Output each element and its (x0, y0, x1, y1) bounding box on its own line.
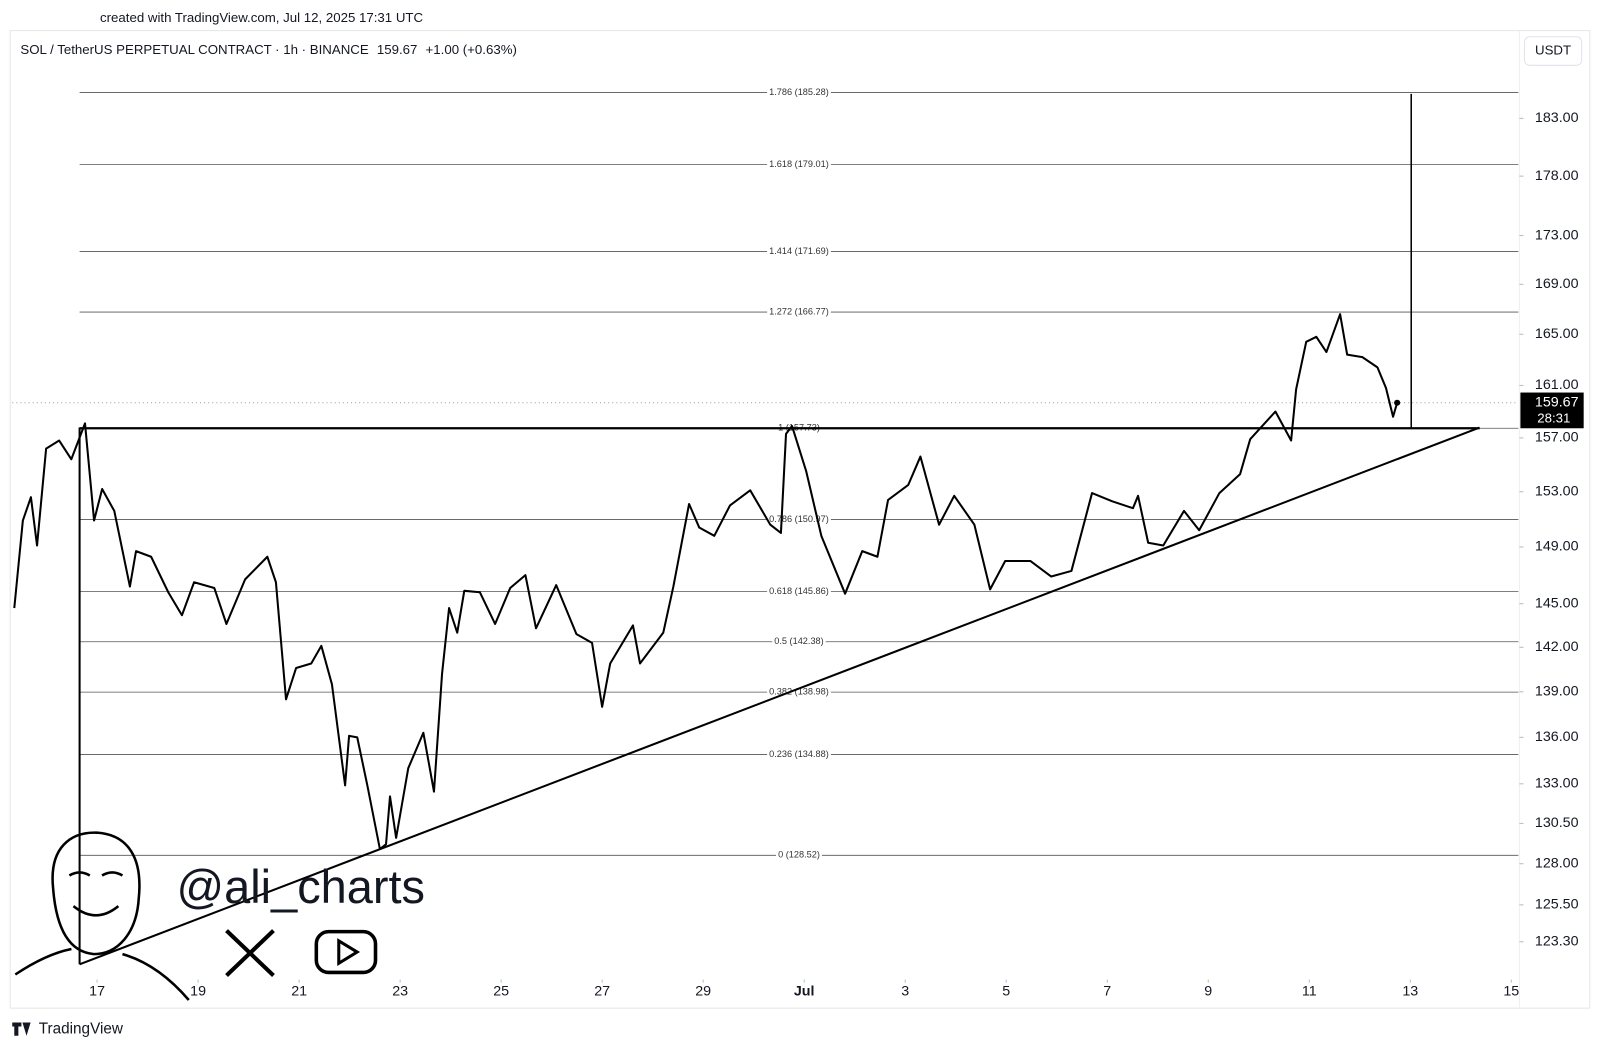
y-tick-label: 130.50 (1535, 815, 1579, 831)
x-tick-label: 19 (190, 984, 206, 1000)
brand-logo (12, 1022, 31, 1036)
fib-level-label: 1.618 (179.01) (769, 159, 829, 169)
last-point (1394, 399, 1401, 406)
x-tick-label: 3 (901, 984, 909, 1000)
fib-label-bg (767, 748, 831, 759)
youtube-play (337, 938, 361, 967)
fib-level-label: 0.618 (145.86) (769, 586, 829, 596)
fib-level-label: 1.414 (171.69) (769, 246, 829, 256)
x-tick-label: 25 (493, 984, 509, 1000)
y-tick-label: 153.00 (1535, 483, 1579, 499)
fib-label-bg (772, 636, 826, 647)
y-tick-label: 165.00 (1535, 326, 1579, 342)
author-handle: @ali_charts (177, 861, 425, 913)
price-box-countdown: 28:31 (1537, 411, 1570, 426)
y-tick-label: 157.00 (1535, 430, 1579, 446)
x-tick-label: 27 (594, 984, 610, 1000)
currency-label[interactable]: USDT (1535, 43, 1571, 58)
created-note: created with TradingView.com, Jul 12, 20… (100, 10, 424, 25)
drawings (78, 93, 1480, 966)
y-tick-label: 123.30 (1535, 934, 1579, 950)
fib-level-label: 1.272 (166.77) (769, 306, 829, 316)
chart-frame (9, 30, 1591, 1009)
y-tick-label: 145.00 (1535, 595, 1579, 611)
fib-level-label: 0.236 (134.88) (769, 749, 829, 759)
x-tick-label: 5 (1002, 984, 1010, 1000)
watermark: @ali_charts (14, 831, 425, 1001)
fib-label-bg (776, 849, 822, 860)
x-tick-label: 9 (1204, 984, 1212, 1000)
x-tick-label: Jul (794, 984, 815, 1000)
avatar (14, 831, 190, 1001)
brand-name: TradingView (39, 1021, 124, 1038)
x-tick-label: 15 (1503, 984, 1519, 1000)
y-tick-label: 125.50 (1535, 897, 1579, 913)
y-tick-label: 169.00 (1535, 276, 1579, 292)
y-tick-label: 136.00 (1535, 729, 1579, 745)
y-tick-label: 128.00 (1535, 856, 1579, 872)
y-tick-label: 139.00 (1535, 684, 1579, 700)
price-box (1520, 392, 1584, 429)
fib-level-label: 1.786 (185.28) (769, 87, 829, 97)
fib-label-bg (767, 585, 831, 596)
fib-level-label: 0.382 (138.98) (769, 687, 829, 697)
fib-label-bg (767, 158, 831, 169)
y-tick-label: 161.00 (1535, 377, 1579, 393)
y-tick-label: 142.00 (1535, 639, 1579, 655)
x-tick-label: 17 (89, 984, 105, 1000)
x-tick-label: 11 (1302, 984, 1317, 1000)
y-tick-label: 173.00 (1535, 227, 1579, 243)
x-tick-label: 23 (392, 984, 408, 1000)
x-tick-label: 7 (1103, 984, 1111, 1000)
price-line (13, 313, 1399, 851)
x-tick-label: 21 (291, 984, 307, 1000)
fib-level-label: 0 (128.52) (778, 850, 820, 860)
x-tick-label: 29 (695, 984, 711, 1000)
fib-label-bg (767, 245, 831, 256)
header-price: 159.67 (377, 42, 418, 57)
y-tick-label: 183.00 (1535, 110, 1579, 126)
fib-level-label: 0.786 (150.97) (769, 514, 829, 524)
currency-button[interactable] (1523, 36, 1583, 66)
header-change: +1.00 (+0.63%) (426, 42, 517, 57)
x-icon[interactable] (225, 929, 275, 977)
y-tick-label: 178.00 (1535, 168, 1579, 184)
symbol-header: SOL / TetherUS PERPETUAL CONTRACT · 1h ·… (20, 42, 516, 57)
trend-line (79, 426, 1480, 966)
fib-level-label: 0.5 (142.38) (774, 636, 823, 646)
y-tick-label: 133.00 (1535, 776, 1579, 792)
fib-label-bg (767, 513, 831, 524)
price-box-value: 159.67 (1535, 395, 1579, 411)
fib-label-bg (767, 86, 831, 97)
youtube-icon[interactable] (314, 929, 378, 975)
fib-label-bg (767, 686, 831, 697)
fib-label-bg (767, 306, 831, 317)
levels: 1.786 (185.28) 1.618 (179.01) 1.414 (171.6… (12, 86, 1519, 860)
chart-title: SOL / TetherUS PERPETUAL CONTRACT · 1h ·… (20, 42, 368, 57)
y-tick-label: 149.00 (1535, 539, 1579, 555)
x-tick-label: 13 (1402, 984, 1418, 1000)
